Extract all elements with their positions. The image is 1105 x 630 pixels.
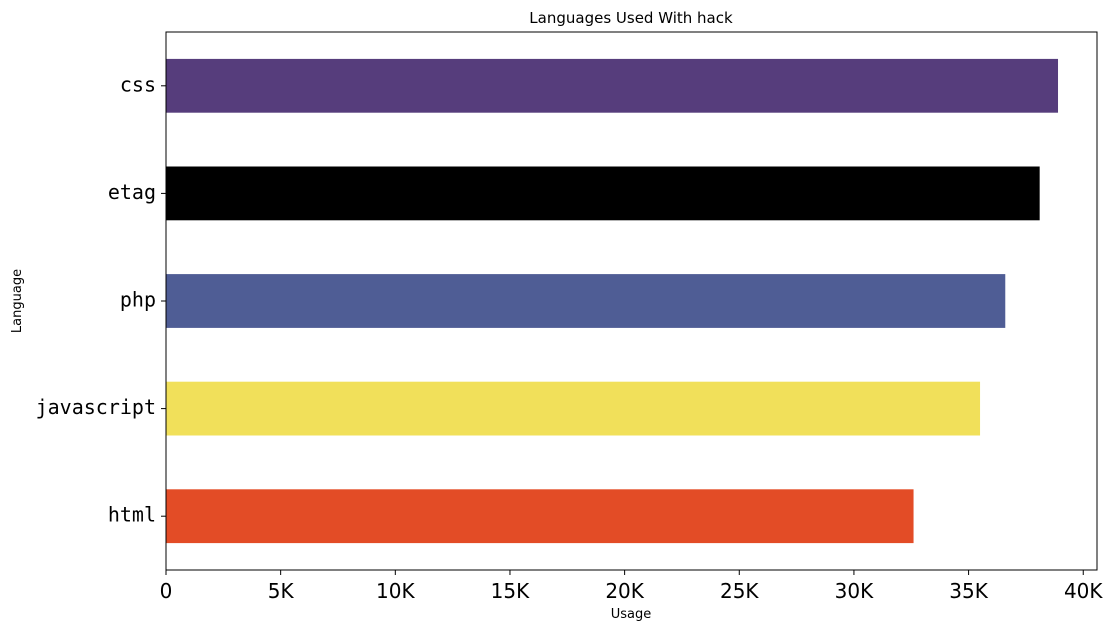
y-tick-label-html: html bbox=[108, 503, 156, 527]
x-tick-label: 25K bbox=[720, 579, 759, 603]
x-axis-label: Usage bbox=[611, 607, 652, 622]
y-tick-label-php: php bbox=[120, 288, 156, 312]
chart-title: Languages Used With hack bbox=[529, 9, 733, 27]
y-tick-label-etag: etag bbox=[108, 180, 156, 204]
y-tick-label-javascript: javascript bbox=[36, 395, 156, 419]
y-tick-label-css: css bbox=[120, 72, 156, 96]
bars-group bbox=[166, 58, 1059, 544]
x-tick-label: 5K bbox=[268, 579, 295, 603]
x-axis-ticks: 0 5K 10K 15K 20K 25K 30K 35K 40K bbox=[160, 570, 1103, 603]
y-axis-label: Language bbox=[10, 269, 25, 333]
y-axis-ticks: css etag php javascript html bbox=[36, 72, 166, 527]
plot-area-frame bbox=[165, 31, 1098, 571]
bar-php bbox=[166, 274, 1006, 328]
bar-etag bbox=[166, 166, 1040, 221]
x-tick-label: 15K bbox=[491, 579, 530, 603]
x-tick-label: 10K bbox=[376, 579, 415, 603]
x-tick-label: 30K bbox=[835, 579, 874, 603]
bar-javascript bbox=[166, 381, 981, 436]
x-tick-label: 0 bbox=[160, 579, 173, 603]
x-tick-label: 35K bbox=[949, 579, 988, 603]
x-tick-label: 20K bbox=[605, 579, 644, 603]
bar-html bbox=[166, 489, 914, 544]
bar-css bbox=[166, 58, 1059, 113]
x-tick-label: 40K bbox=[1064, 579, 1103, 603]
